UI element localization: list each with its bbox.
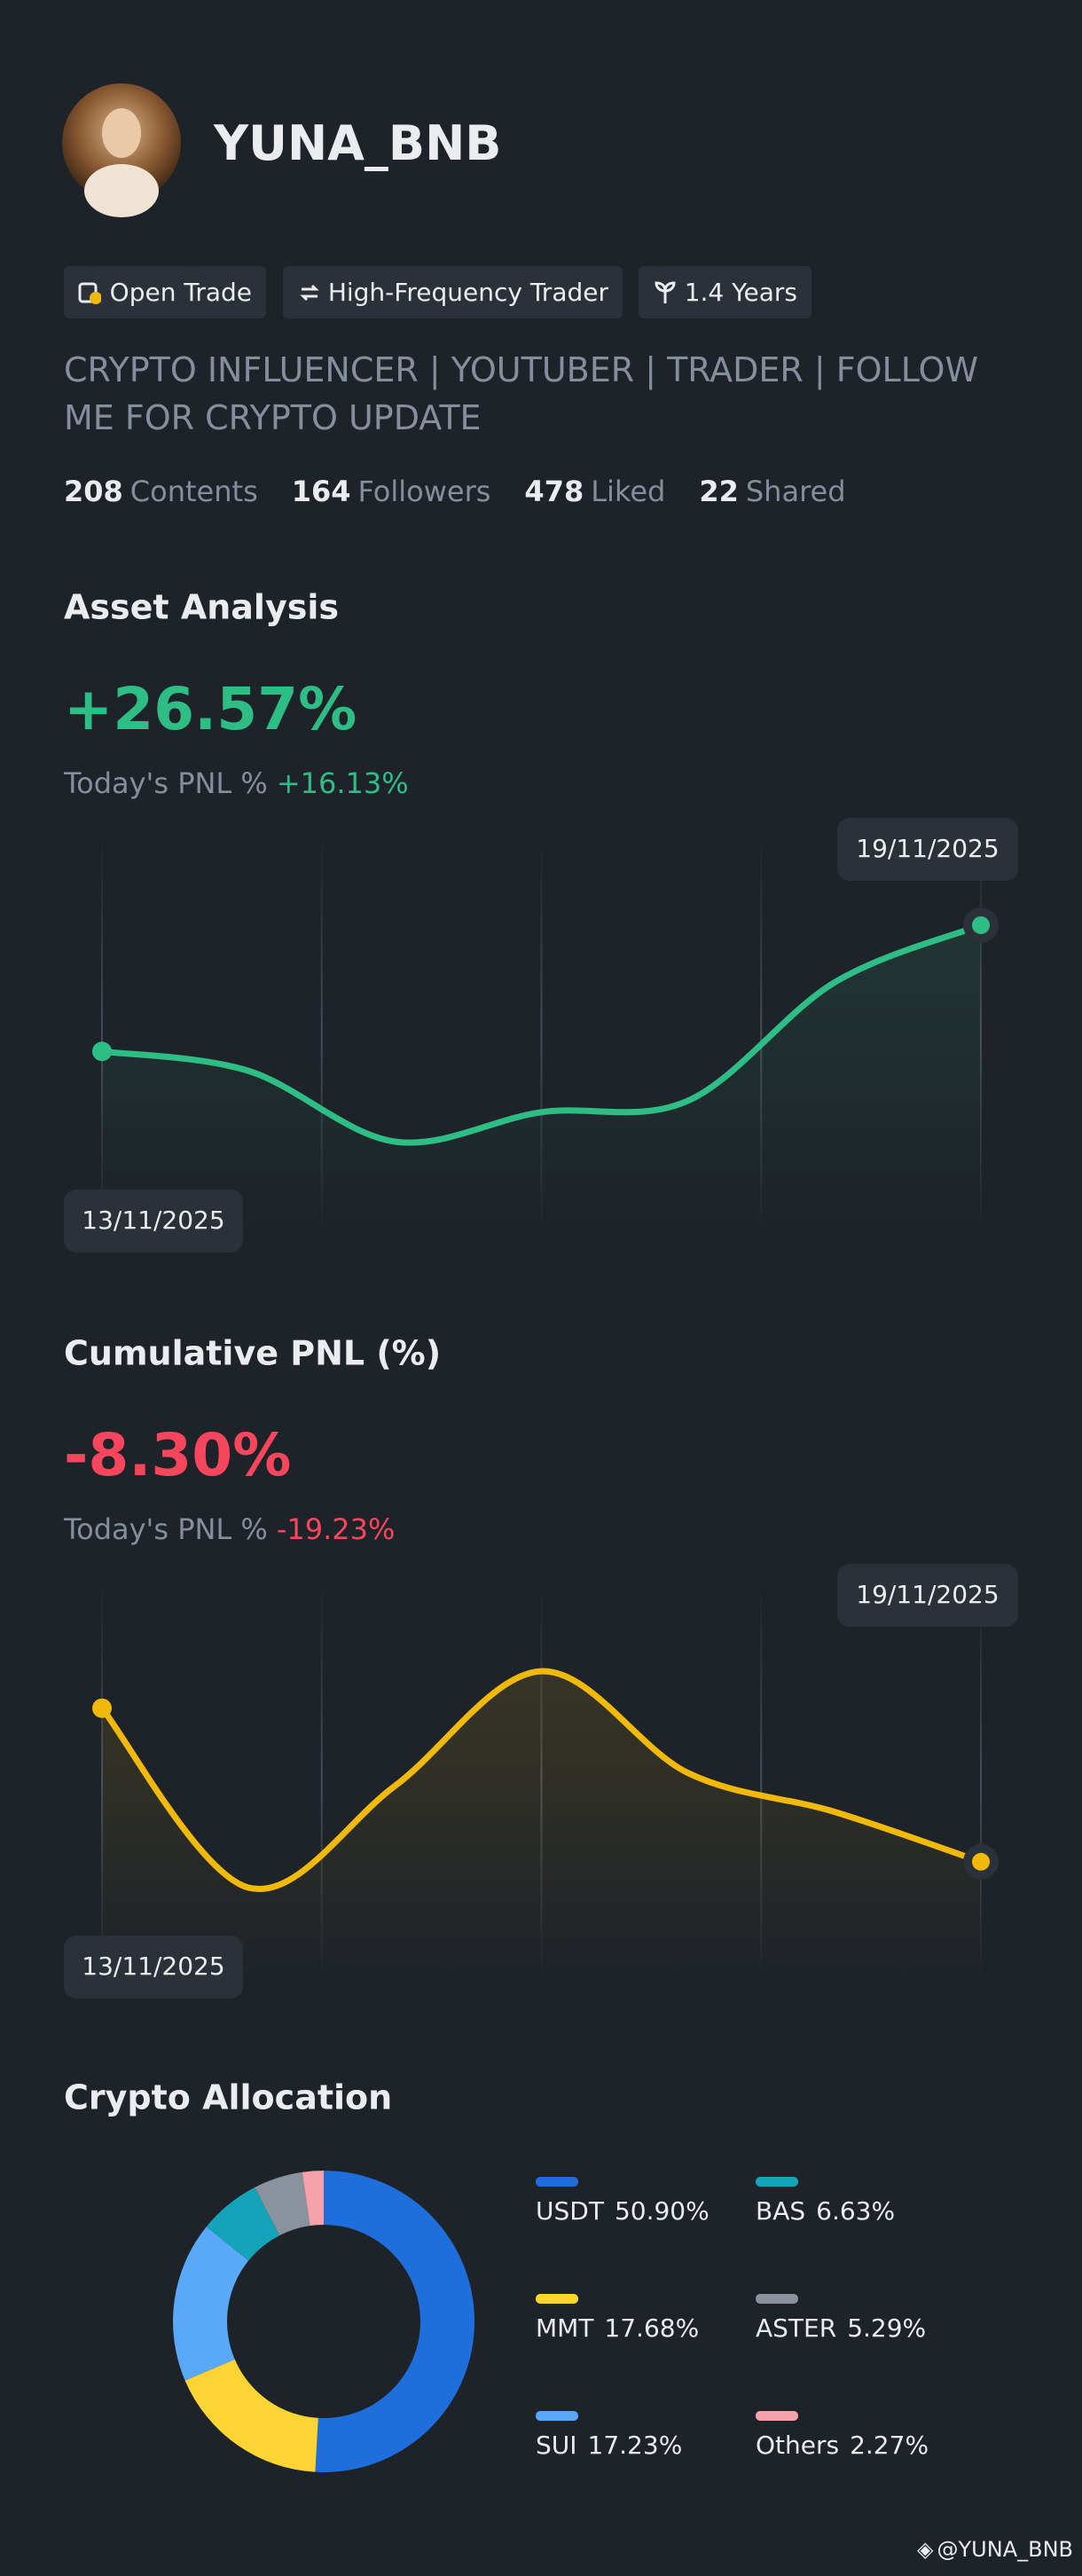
date-box	[64, 1936, 243, 1999]
headline: +26.57%	[64, 675, 357, 743]
donut-slice	[173, 2227, 249, 2381]
legend-value: 50.90%	[615, 2196, 710, 2226]
stat-label: Followers	[357, 475, 491, 508]
badge: 1.4 Years	[639, 266, 812, 318]
legend-swatch	[536, 2294, 578, 2304]
legend-value: 5.29%	[847, 2313, 926, 2343]
date-label: 13/11/2025	[82, 1206, 224, 1235]
today-value: -19.23%	[277, 1512, 396, 1546]
stat-value: 478	[524, 475, 584, 508]
grid-line	[980, 1581, 982, 1978]
legend-entry: ASTER 5.29%	[756, 2313, 926, 2343]
icon	[300, 284, 319, 301]
user-name: YUNA_BNB	[214, 115, 502, 171]
stats: 208 Contents 164 Followers 478 Liked 22 Shared	[64, 475, 880, 508]
date-label: 19/11/2025	[856, 834, 999, 863]
badge: High-Frequency Trader	[283, 266, 623, 318]
donut-slice	[315, 2171, 475, 2473]
stat: 478 Liked	[524, 475, 665, 508]
bio: CRYPTO INFLUENCER | YOUTUBER | TRADER | …	[64, 350, 979, 437]
legend-entry: SUI 17.23%	[536, 2431, 682, 2460]
date-box	[64, 1190, 243, 1253]
avatar-face	[102, 108, 141, 158]
point	[972, 1852, 990, 1871]
stat-label: Contents	[129, 475, 258, 508]
stat-value: 164	[291, 475, 351, 508]
legend-label: ASTER	[756, 2313, 836, 2343]
today-label: Today's PNL %	[63, 1512, 268, 1546]
legend-entry: BAS 6.63%	[756, 2196, 895, 2226]
legend-value: 2.27%	[850, 2431, 929, 2460]
section-title: Cumulative PNL (%)	[64, 1334, 441, 1373]
watermark: ◈ @YUNA_BNB	[917, 2537, 1073, 2562]
point	[92, 1041, 112, 1062]
avatar-body	[84, 164, 159, 217]
donut-slice	[206, 2187, 280, 2261]
legend-label: Others	[756, 2431, 839, 2460]
legend-value: 17.23%	[588, 2431, 683, 2460]
grid-line	[320, 1581, 323, 1978]
badge-label: High-Frequency Trader	[327, 278, 608, 307]
date-label: 13/11/2025	[82, 1952, 224, 1981]
grid-line	[760, 1581, 763, 1978]
line	[98, 1668, 984, 1893]
icon	[655, 280, 676, 303]
legend-label: USDT	[536, 2196, 605, 2226]
badge-label: 1.4 Years	[684, 278, 797, 307]
today-pnl: Today's PNL % +16.13%	[63, 766, 409, 800]
line	[98, 922, 984, 1146]
point	[92, 1698, 112, 1718]
donut-slice	[302, 2171, 324, 2227]
stat: 208 Contents	[64, 475, 258, 508]
area	[102, 1670, 981, 1978]
donut-slice	[184, 2359, 318, 2472]
legend-swatch	[536, 2411, 578, 2421]
area	[102, 925, 981, 1232]
stat-value: 208	[64, 475, 123, 508]
stat-value: 22	[699, 475, 739, 508]
point	[972, 916, 990, 934]
grid-line	[540, 835, 543, 1232]
badge: Open Trade	[64, 266, 266, 318]
today-pnl: Today's PNL % -19.23%	[63, 1512, 395, 1546]
grid-line	[101, 835, 103, 1232]
legend-swatch	[756, 2177, 798, 2187]
date-label: 19/11/2025	[856, 1580, 999, 1609]
today-value: +16.13%	[277, 766, 409, 800]
legend-value: 6.63%	[816, 2196, 895, 2226]
grid-line	[760, 835, 763, 1232]
legend-label: MMT	[536, 2313, 594, 2343]
today-label: Today's PNL %	[63, 766, 268, 800]
legend-swatch	[756, 2411, 798, 2421]
badge-label: Open Trade	[109, 278, 252, 307]
donut-slice	[255, 2172, 310, 2236]
stat-label: Liked	[591, 475, 666, 508]
icon	[78, 282, 101, 304]
section-title: Asset Analysis	[64, 588, 339, 627]
legend-swatch	[536, 2177, 578, 2187]
stat-label: Shared	[745, 475, 846, 508]
date-box	[837, 818, 1018, 881]
grid-line	[320, 835, 323, 1232]
legend-value: 17.68%	[604, 2313, 699, 2343]
legend-label: SUI	[536, 2431, 577, 2460]
legend-entry: MMT 17.68%	[536, 2313, 699, 2343]
date-box	[837, 1564, 1018, 1627]
legend-swatch	[756, 2294, 798, 2304]
legend-label: BAS	[756, 2196, 805, 2226]
stat: 22 Shared	[699, 475, 845, 508]
legend-entry: Others 2.27%	[756, 2431, 929, 2460]
watermark-text: @YUNA_BNB	[937, 2537, 1073, 2562]
stat: 164 Followers	[292, 475, 491, 508]
headline: -8.30%	[64, 1421, 291, 1489]
section-title: Crypto Allocation	[64, 2078, 392, 2117]
legend-entry: USDT 50.90%	[536, 2196, 710, 2226]
